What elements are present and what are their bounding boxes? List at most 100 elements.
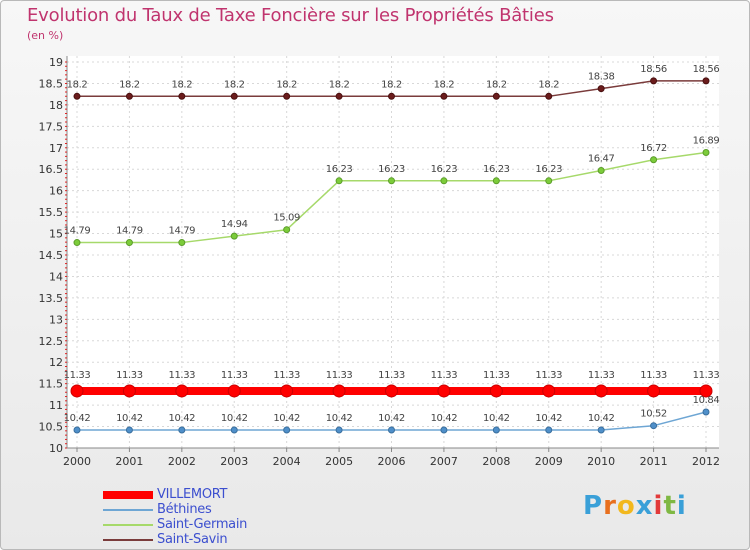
data-point [440,177,448,185]
data-point [492,92,500,100]
data-label: 18.2 [67,79,88,90]
data-point [125,426,133,434]
data-point [650,422,658,430]
data-label: 10.42 [431,413,458,424]
data-label: 14.79 [116,226,143,237]
legend-label: VILLEMORT [157,487,228,502]
legend-label: Béthines [157,502,212,517]
data-label: 11.33 [483,370,510,381]
x-tick-label: 2007 [430,455,458,468]
proxiti-logo: Proxiti [583,491,687,521]
data-point [385,384,398,398]
logo-letter: r [603,491,617,521]
data-label: 11.33 [378,370,405,381]
data-label: 18.2 [486,79,507,90]
legend-item: VILLEMORT [103,487,247,502]
data-label: 11.33 [588,370,615,381]
data-label: 11.33 [640,370,667,381]
data-label: 18.2 [381,79,402,90]
data-label: 18.2 [276,79,297,90]
data-label: 18.2 [538,79,559,90]
data-label: 11.33 [169,370,196,381]
data-label: 10.42 [64,413,91,424]
data-point [335,92,343,100]
data-point [335,426,343,434]
data-point [280,384,294,398]
data-point [440,92,448,100]
data-point [388,177,395,185]
x-tick-label: 2008 [482,455,510,468]
legend-swatch [103,490,153,499]
legend-item: Saint-Savin [103,532,247,547]
data-point [699,384,713,398]
x-tick-label: 2006 [378,455,406,468]
data-label: 16.23 [326,164,353,175]
y-tick-label: 10.5 [39,421,64,434]
data-label: 11.33 [693,370,720,381]
y-tick-label: 12.5 [39,335,64,348]
data-point [437,384,451,398]
data-point [702,408,710,416]
data-label: 10.42 [116,413,143,424]
y-tick-label: 11.5 [39,378,64,391]
data-label: 18.2 [224,79,245,90]
data-label: 10.42 [221,413,248,424]
data-label: 14.94 [221,219,248,230]
x-tick-label: 2011 [640,455,668,468]
data-label: 16.23 [431,164,458,175]
data-label: 18.56 [693,64,720,75]
data-label: 18.2 [329,79,350,90]
data-label: 11.33 [116,370,143,381]
data-point [597,167,605,175]
chart-unit-label: (en %) [27,29,64,42]
data-label: 10.52 [640,409,667,420]
data-point [70,384,84,398]
legend-label: Saint-Savin [157,532,228,547]
data-label: 11.33 [326,370,353,381]
x-tick-label: 2005 [325,455,353,468]
x-tick-label: 2009 [535,455,563,468]
data-point [125,92,133,100]
data-point [178,92,186,100]
y-tick-label: 11 [49,399,63,412]
data-point [594,384,608,398]
data-point [647,384,661,398]
data-label: 16.72 [640,143,667,154]
legend-item: Béthines [103,502,247,517]
y-tick-label: 16.5 [39,163,64,176]
data-point [545,426,553,434]
data-label: 10.42 [588,413,615,424]
data-label: 18.56 [640,64,667,75]
y-tick-label: 10 [49,442,63,455]
legend-swatch [103,523,153,526]
data-point [440,426,448,434]
data-label: 10.42 [378,413,405,424]
data-label: 11.33 [64,370,91,381]
y-tick-label: 15 [49,228,63,241]
data-point [175,384,189,398]
logo-letter: i [676,491,687,521]
data-point [335,177,343,185]
chart-legend: VILLEMORT Béthines Saint-Germain Saint-Savi… [103,487,247,547]
data-point [73,92,81,100]
data-point [227,384,241,398]
x-tick-label: 2010 [587,455,615,468]
data-label: 11.33 [221,370,248,381]
data-point [702,77,710,85]
data-point [702,148,710,156]
legend-swatch [103,508,153,511]
data-point [650,156,658,164]
data-label: 10.42 [169,413,196,424]
data-point [283,426,291,434]
data-point [545,92,553,100]
y-tick-label: 14 [49,270,63,283]
y-tick-label: 17.5 [39,120,64,133]
data-label: 16.23 [378,164,405,175]
x-tick-label: 2004 [273,455,301,468]
data-label: 10.42 [326,413,353,424]
x-tick-label: 2003 [220,455,248,468]
logo-letter: P [583,491,604,521]
data-point [597,85,605,93]
